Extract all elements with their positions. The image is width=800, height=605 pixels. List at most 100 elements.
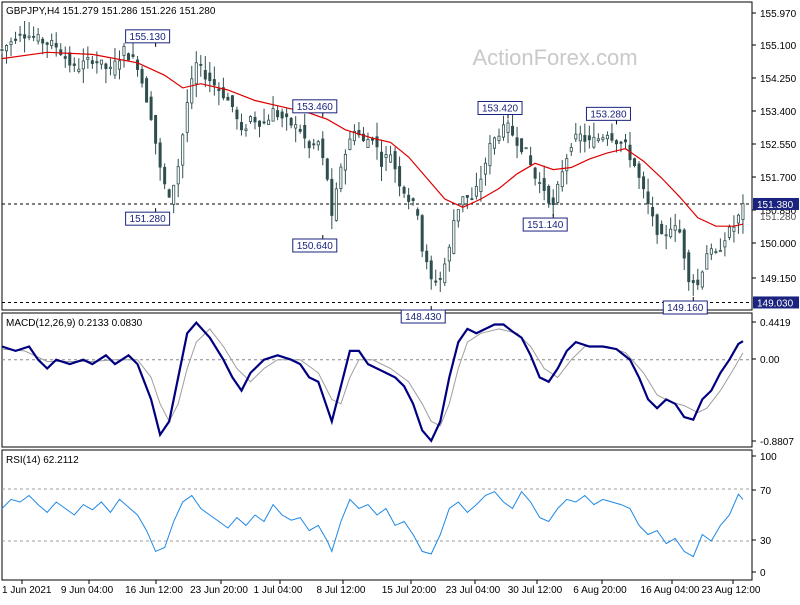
- candle-body: [705, 253, 709, 270]
- candle-body: [411, 198, 415, 201]
- candle-body: [515, 137, 519, 146]
- candle-body: [488, 143, 492, 167]
- candle-body: [637, 163, 641, 178]
- candle-body: [452, 219, 456, 254]
- price-y-tick-label: 154.250: [760, 74, 797, 85]
- candle-body: [429, 260, 433, 280]
- candle-body: [312, 143, 316, 146]
- candle-body: [36, 34, 40, 42]
- x-tick-label: 9 Jun 04:00: [61, 585, 114, 596]
- candle-body: [59, 49, 63, 56]
- candle-body: [253, 116, 257, 123]
- candle-body: [492, 137, 496, 149]
- rsi-line: [1, 490, 744, 558]
- rsi-y-tick-label: 0: [760, 568, 766, 579]
- annotation-box: [477, 100, 523, 115]
- candle-body: [479, 178, 483, 193]
- candle-body: [619, 141, 623, 144]
- candle-body: [556, 183, 560, 203]
- annotation-box: [125, 211, 171, 226]
- candle-body: [248, 116, 252, 122]
- candle-body: [384, 154, 388, 158]
- candle-body: [741, 203, 745, 220]
- candle-body: [343, 154, 347, 171]
- price-y-tick-label: 150.000: [760, 239, 797, 250]
- candle-body: [614, 140, 618, 145]
- candle-body: [226, 96, 230, 101]
- candle-body: [465, 194, 469, 198]
- macd-panel-frame: [1, 312, 753, 448]
- candle-body: [434, 280, 438, 283]
- rsi-y-tick-label: 30: [760, 536, 772, 547]
- candle-body: [244, 128, 248, 131]
- x-tick-label: 23 Aug 12:00: [702, 585, 761, 596]
- candle-body: [438, 278, 442, 280]
- candle-body: [696, 279, 700, 286]
- watermark-text: ActionForex.com: [472, 45, 637, 70]
- candle-body: [547, 185, 551, 204]
- candle-body: [303, 125, 307, 139]
- candle-body: [574, 133, 578, 140]
- annotation-label: 148.430: [405, 312, 442, 323]
- candle-body: [569, 147, 573, 152]
- candle-body: [45, 42, 49, 45]
- candle-body: [483, 162, 487, 175]
- candle-body: [357, 130, 361, 136]
- candle-body: [158, 142, 162, 168]
- price-y-tick-label: 151.700: [760, 173, 797, 184]
- candle-body: [294, 124, 298, 129]
- price-y-tick-label: 150.850: [760, 206, 797, 217]
- candle-body: [235, 109, 239, 120]
- candle-body: [583, 135, 587, 142]
- candle-body: [407, 194, 411, 202]
- candle-body: [732, 226, 736, 232]
- level-label-box: [753, 197, 799, 210]
- annotation-label: 150.640: [297, 241, 334, 252]
- candle-body: [646, 191, 650, 205]
- candle-body: [0, 49, 4, 51]
- candle-body: [194, 62, 198, 85]
- x-tick-label: 1 Jun 2021: [2, 585, 52, 596]
- candle-body: [425, 250, 429, 263]
- candle-body: [506, 122, 510, 133]
- candle-body: [217, 88, 221, 92]
- candle-body: [380, 151, 384, 167]
- candle-body: [565, 158, 569, 172]
- annotation-box: [400, 309, 446, 324]
- candle-body: [131, 54, 135, 57]
- candle-body: [334, 188, 338, 221]
- candle-body: [185, 102, 189, 133]
- candle-body: [727, 226, 731, 238]
- annotation-label: 151.280: [130, 214, 167, 225]
- candle-body: [154, 114, 158, 144]
- moving-average-line: [1, 51, 744, 227]
- candle-body: [623, 139, 627, 143]
- x-tick-label: 15 Jul 20:00: [382, 585, 437, 596]
- candle-body: [276, 110, 280, 118]
- candle-body: [212, 79, 216, 86]
- candle-body: [190, 78, 194, 104]
- candle-body: [325, 158, 329, 180]
- candle-body: [239, 122, 243, 131]
- candle-body: [208, 72, 212, 82]
- x-tick-label: 16 Jun 12:00: [125, 585, 183, 596]
- candle-body: [700, 271, 704, 288]
- x-tick-label: 16 Aug 04:00: [641, 585, 700, 596]
- candle-body: [321, 138, 325, 159]
- annotation-label: 151.140: [527, 220, 564, 231]
- annotation-label: 153.280: [590, 109, 627, 120]
- candle-body: [443, 263, 447, 284]
- candle-body: [520, 138, 524, 153]
- candle-body: [655, 214, 659, 235]
- candle-body: [307, 141, 311, 149]
- candle-body: [691, 280, 695, 284]
- candle-body: [470, 198, 474, 201]
- candle-body: [651, 206, 655, 217]
- x-tick-label: 1 Jul 04:00: [254, 585, 303, 596]
- price-y-tick-label: 149.150: [760, 274, 797, 285]
- candle-body: [592, 136, 596, 148]
- rsi-panel-title: RSI(14) 62.2112: [6, 455, 79, 466]
- candle-body: [127, 53, 131, 61]
- candle-body: [542, 178, 546, 191]
- annotation-box: [292, 99, 338, 114]
